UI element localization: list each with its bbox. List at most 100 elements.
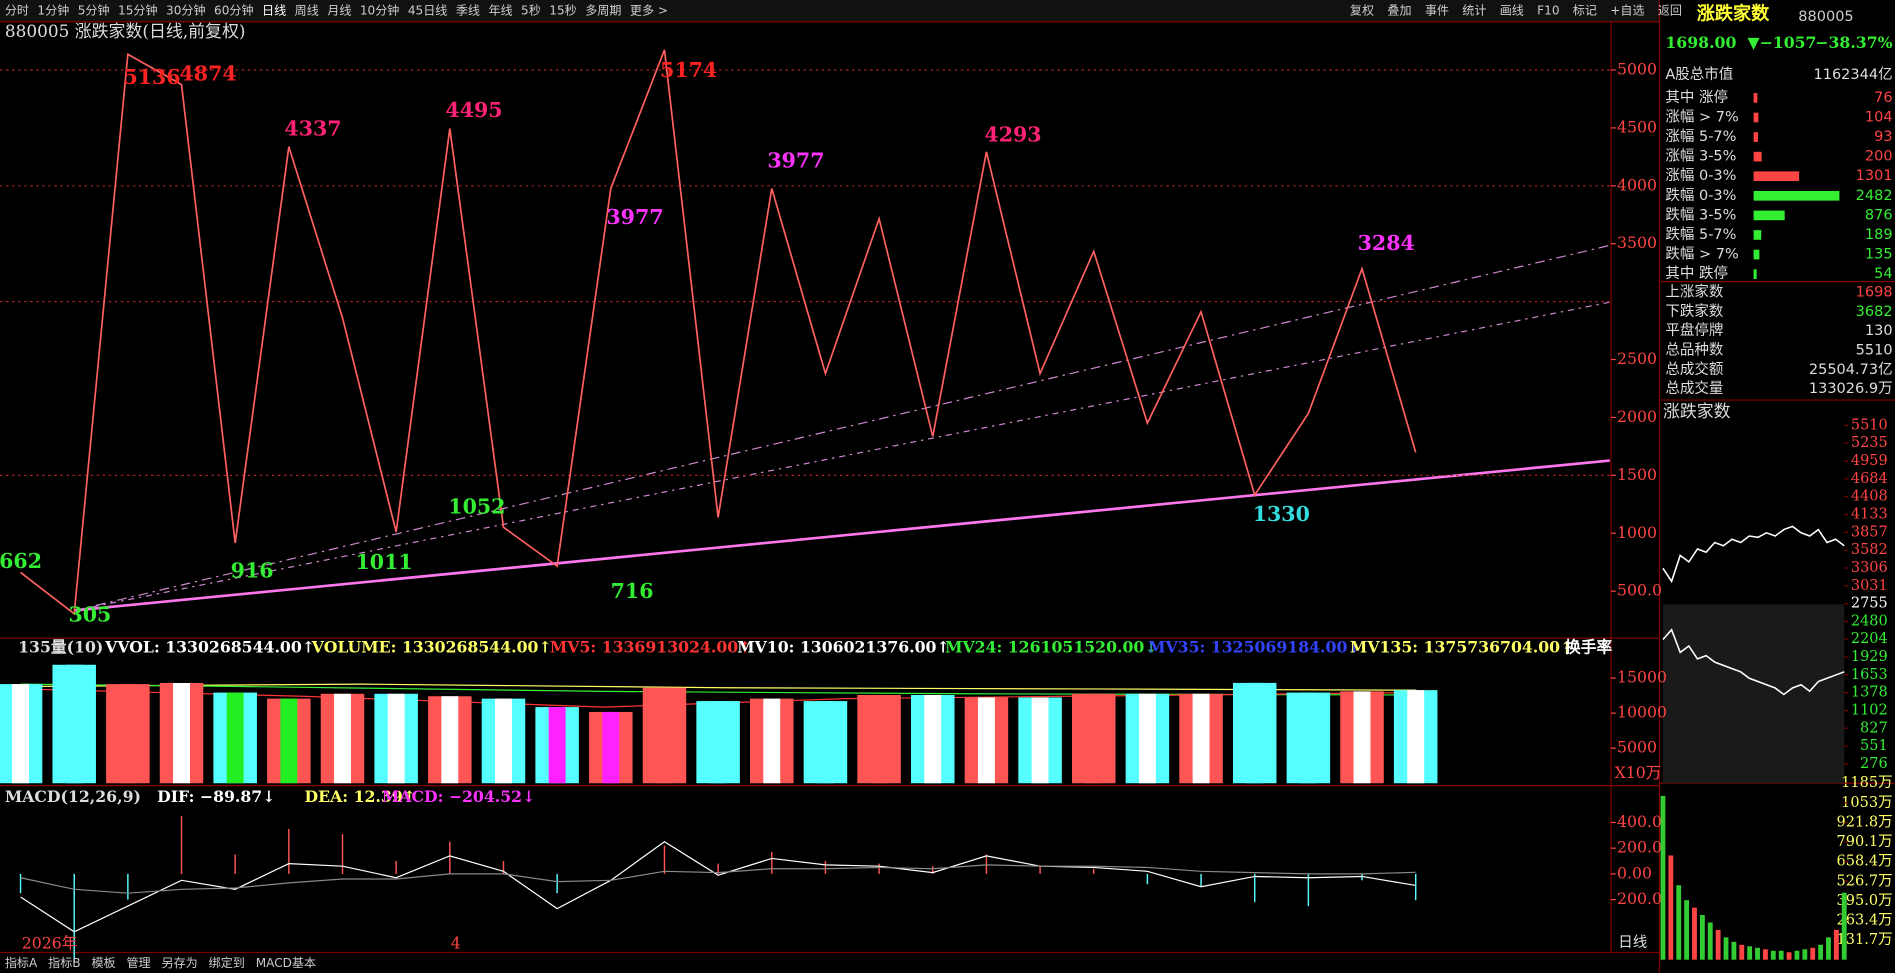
y-tick-label: 0.00 — [1617, 863, 1652, 882]
dea-line — [20, 864, 1416, 894]
bottom-tab[interactable]: 另存为 — [162, 956, 198, 970]
volume-bar-core — [1031, 697, 1049, 784]
toolbar-button[interactable]: F10 — [1537, 3, 1559, 17]
data-label: 916 — [231, 558, 274, 582]
y-tick-label: 921.8万 — [1837, 814, 1893, 830]
data-label: 3977 — [606, 205, 663, 229]
volume-bar-core — [387, 693, 405, 784]
mini-volume-bar — [1692, 907, 1697, 960]
y-tick-label: 4959 — [1851, 453, 1888, 469]
quote-text: 涨幅 3-5% — [1665, 148, 1736, 165]
data-label: 3284 — [1358, 231, 1415, 255]
quote-text: 104 — [1865, 109, 1893, 125]
toolbar-button[interactable]: 30分钟 — [166, 2, 206, 17]
indicator-label: MV10: 1306021376.00↑ — [737, 637, 949, 656]
toolbar-button[interactable]: 60分钟 — [214, 2, 254, 17]
y-tick-label: 2204 — [1851, 631, 1888, 647]
toolbar-button[interactable]: 复权 — [1350, 3, 1374, 17]
mini-volume-bar — [1794, 950, 1800, 960]
toolbar-button[interactable]: 分时 — [5, 3, 29, 17]
distribution-bar — [1753, 210, 1785, 221]
volume-bar-core — [1138, 693, 1156, 784]
quote-text: 876 — [1865, 207, 1893, 223]
toolbar-button[interactable]: 日线 — [262, 3, 286, 17]
period-label: 日线 — [1618, 934, 1647, 951]
toolbar-button[interactable]: 1分钟 — [37, 2, 69, 17]
bottom-tab[interactable]: MACD基本 — [256, 956, 316, 970]
toolbar-button[interactable]: 5分钟 — [78, 2, 110, 17]
volume-bar-core — [1299, 692, 1317, 784]
toolbar-button[interactable]: 画线 — [1500, 3, 1524, 17]
y-tick-label: 1185万 — [1841, 775, 1892, 791]
toolbar-button[interactable]: 季线 — [456, 3, 480, 17]
toolbar-button[interactable]: 5秒 — [521, 3, 541, 17]
quote-text: 涨跌家数 — [1663, 401, 1731, 421]
toolbar-button[interactable]: 15分钟 — [118, 2, 158, 17]
mini-line — [1662, 628, 1845, 696]
trend-line — [74, 244, 1610, 611]
bottom-tab[interactable]: 管理 — [126, 955, 150, 970]
y-tick-label: 4133 — [1851, 506, 1888, 522]
y-tick-label: 1500 — [1617, 465, 1657, 484]
quote-text: 3682 — [1856, 304, 1893, 320]
toolbar-button[interactable]: 返回 — [1658, 3, 1682, 17]
mini-volume-bar — [1723, 937, 1729, 960]
indicator-label: VOLUME: 1330268544.00↑ — [311, 637, 552, 656]
toolbar-button[interactable]: 15秒 — [549, 3, 576, 17]
mini-volume-bar — [1707, 922, 1713, 960]
y-tick-label: 1653 — [1851, 667, 1888, 683]
toolbar-button[interactable]: +自选 — [1610, 3, 1644, 17]
bottom-tab[interactable]: 绑定到 — [209, 955, 245, 970]
y-tick-label: 4408 — [1851, 489, 1888, 505]
y-tick-label: 500.0 — [1617, 581, 1662, 600]
data-label: 662 — [0, 549, 42, 573]
distribution-bar — [1753, 151, 1762, 162]
indicator-label: 换手率 — [1565, 637, 1612, 656]
volume-ma — [20, 688, 1417, 708]
toolbar-button[interactable]: 叠加 — [1387, 3, 1411, 17]
quote-text: 135 — [1865, 247, 1893, 263]
quote-text: 总成交额 — [1665, 360, 1723, 378]
indicator-label: DEA: 12.39↑ — [305, 787, 416, 806]
toolbar-button[interactable]: 45日线 — [408, 3, 448, 17]
toolbar-button[interactable]: 更多 > — [630, 3, 668, 17]
data-label: 4495 — [445, 98, 502, 122]
mini-volume-bar — [1770, 950, 1776, 960]
distribution-bar — [1753, 230, 1762, 240]
quote-text: 总品种数 — [1665, 342, 1723, 359]
data-label: 3977 — [767, 148, 824, 172]
toolbar-button[interactable]: 统计 — [1462, 3, 1486, 17]
quote-text: 总成交量 — [1665, 379, 1723, 397]
y-tick-label: 2500 — [1617, 349, 1657, 368]
trend-line — [74, 301, 1610, 611]
dif-line — [20, 841, 1416, 933]
quote-text: 涨幅 5-7% — [1665, 128, 1736, 145]
y-tick-label: 263.4万 — [1837, 912, 1893, 928]
toolbar-button[interactable]: 10分钟 — [360, 2, 400, 17]
toolbar-button[interactable]: 事件 — [1425, 3, 1449, 17]
volume-bar-core — [709, 701, 727, 784]
toolbar-button[interactable]: 多周期 — [585, 3, 621, 17]
volume-bar-core — [119, 684, 137, 784]
bottom-tab[interactable]: 模板 — [91, 956, 115, 970]
y-tick-label: 10000 — [1617, 703, 1667, 722]
volume-bar-core — [816, 701, 834, 784]
quote-text: ▼−1057 — [1748, 33, 1817, 52]
y-tick-label: 3857 — [1851, 524, 1888, 540]
volume-bar-core — [763, 698, 781, 784]
bottom-tab[interactable]: 指标A — [5, 955, 38, 970]
toolbar-button[interactable]: 标记 — [1573, 3, 1597, 17]
toolbar-button[interactable]: 年线 — [488, 3, 512, 17]
y-tick-label: 200.0 — [1617, 889, 1662, 908]
quote-text: 2482 — [1856, 188, 1893, 204]
y-tick-label: 5000 — [1617, 738, 1657, 757]
y-tick-label: 1378 — [1851, 685, 1888, 701]
toolbar-button[interactable]: 周线 — [295, 3, 319, 17]
volume-bar-core — [12, 684, 30, 784]
bottom-tab[interactable]: 指标B — [48, 955, 80, 970]
volume-bar-core — [655, 687, 673, 784]
volume-bar-core — [870, 694, 888, 784]
data-label: 1330 — [1253, 502, 1310, 526]
toolbar-button[interactable]: 月线 — [327, 3, 351, 17]
